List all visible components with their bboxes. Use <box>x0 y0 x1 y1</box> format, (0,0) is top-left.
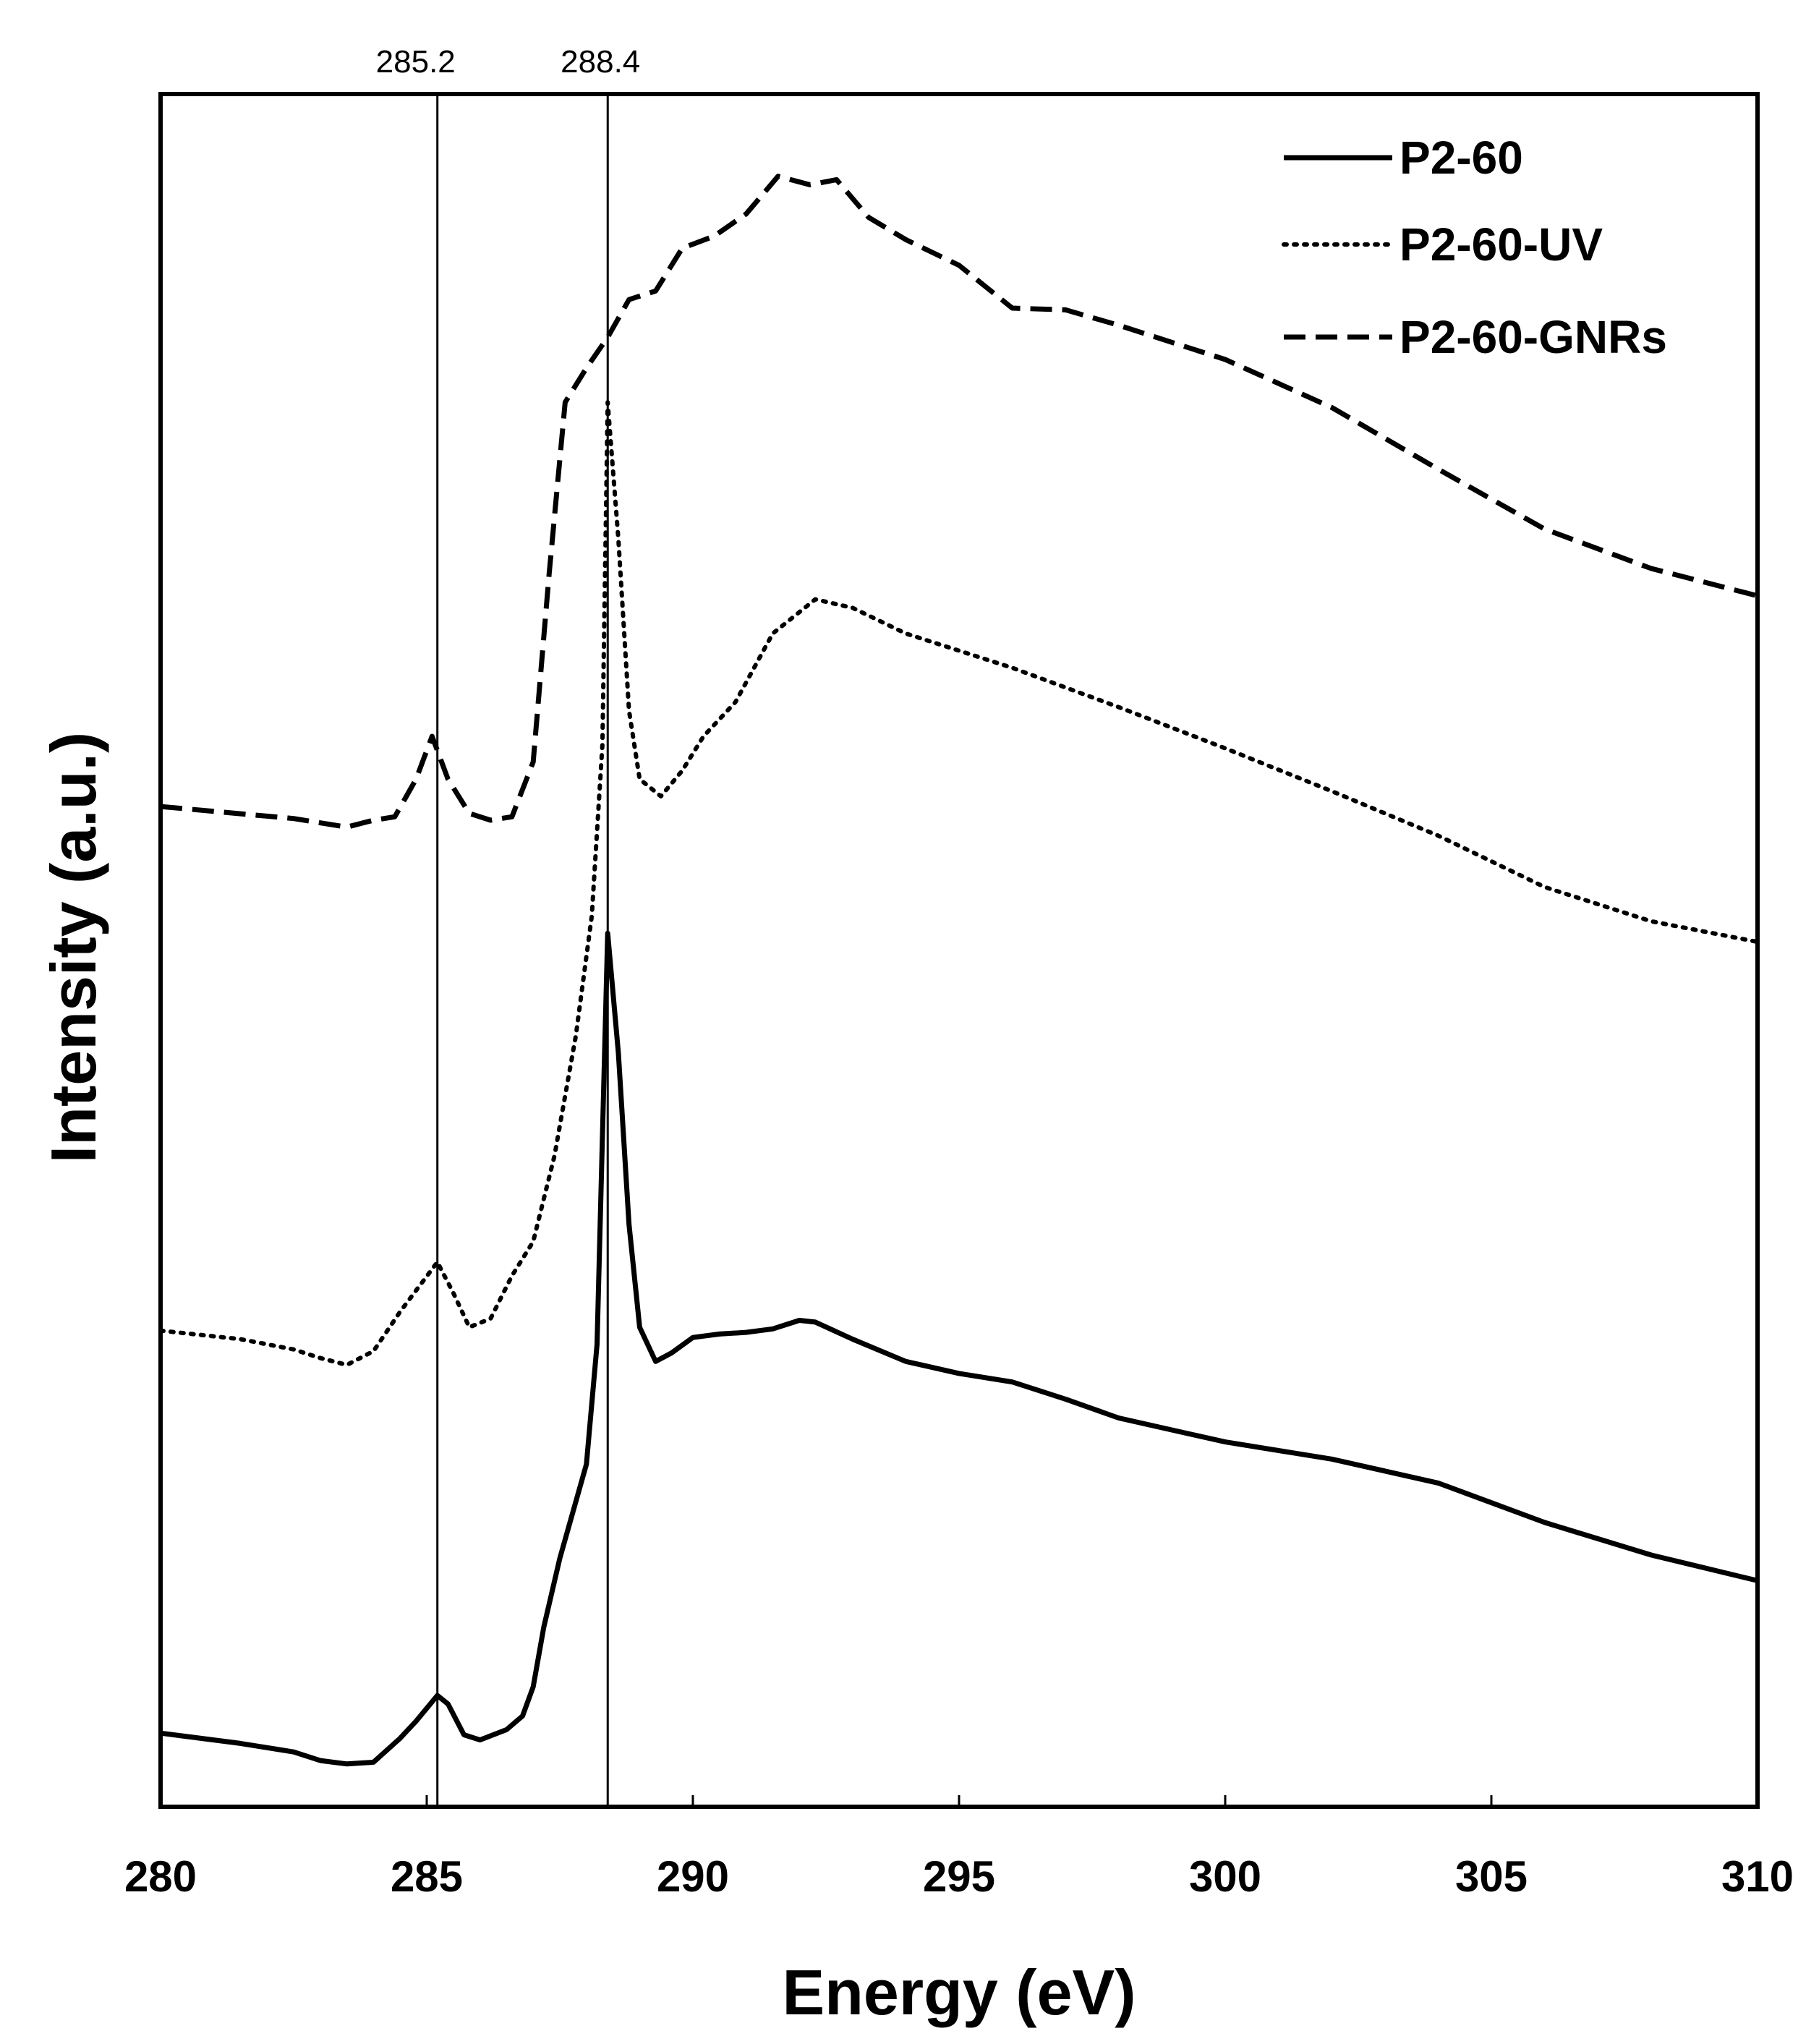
x-axis-ticks: 280 285 290 295 300 305 310 <box>124 1795 1794 1901</box>
reference-line-label: 288.4 <box>561 44 640 80</box>
x-tick-label: 285 <box>391 1852 463 1901</box>
x-axis-title: Energy (eV) <box>782 1956 1136 2028</box>
x-tick-label: 295 <box>923 1852 995 1901</box>
x-tick-label: 305 <box>1455 1852 1528 1901</box>
x-tick-label: 310 <box>1721 1852 1794 1901</box>
x-tick-label: 290 <box>657 1852 729 1901</box>
legend-label-p2-60: P2-60 <box>1400 132 1523 184</box>
reference-line-label: 285.2 <box>376 44 456 80</box>
series-line-p2-60-gnrs <box>160 174 1758 830</box>
legend-label-p2-60-uv: P2-60-UV <box>1400 218 1603 271</box>
series-line-p2-60-uv <box>158 400 1760 1368</box>
x-tick-label: 280 <box>124 1852 197 1901</box>
series-layer <box>158 174 1760 1767</box>
y-axis-title: Intensity (a.u.) <box>38 732 109 1164</box>
series-line-p2-60 <box>160 930 1758 1767</box>
legend-label-p2-60-gnrs: P2-60-GNRs <box>1400 311 1667 363</box>
reference-lines: 285.2 288.4 <box>376 44 640 1807</box>
legend: P2-60 P2-60-UV P2-60-GNRs <box>1282 132 1667 363</box>
x-tick-label: 300 <box>1189 1852 1261 1901</box>
